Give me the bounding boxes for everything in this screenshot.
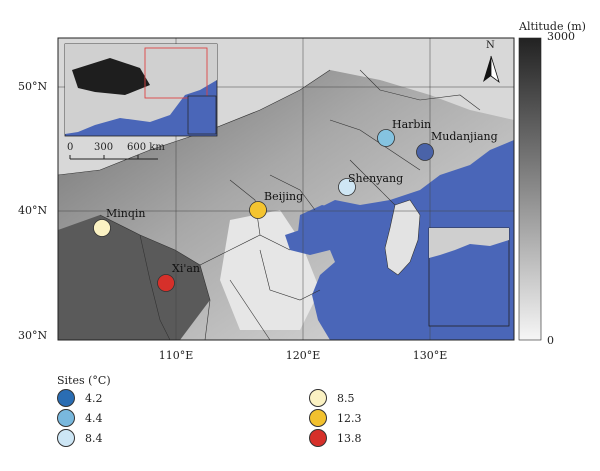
city-marker-shenyang [338,178,356,196]
legend-dot-icon [309,429,327,447]
legend-item-4: 8.5 [309,389,355,407]
inset-overview [64,43,218,137]
city-marker-minqin [93,219,111,237]
legend-label: 12.3 [337,411,362,425]
scale-label-0: 0 [67,142,74,153]
korea [384,199,421,276]
scale-label-300: 300 [94,142,114,153]
legend-dot-icon [57,409,75,427]
legend-item-5: 12.3 [309,409,362,427]
altitude-legend-title: Altitude (m) [519,20,586,33]
sites-legend-title: Sites (°C) [57,374,111,387]
lat-tick-30: 30°N [18,329,48,342]
inset-south-sea [428,227,510,327]
legend-item-1: 4.2 [57,389,103,407]
legend-dot-icon [57,389,75,407]
city-label-beijing: Beijing [264,190,304,203]
lon-tick-120: 120°E [285,349,321,362]
lat-tick-50: 50°N [18,80,48,93]
bohai [298,205,350,240]
altitude-max-label: 3000 [547,30,575,43]
city-marker-xian [157,274,175,292]
legend-item-2: 4.4 [57,409,103,427]
altitude-colorbar [518,37,542,341]
lat-tick-40: 40°N [18,204,48,217]
legend-label: 8.5 [337,391,355,405]
scale-label-600: 600 km [127,142,165,153]
city-marker-beijing [249,201,267,219]
city-label-xian: Xi'an [172,262,201,275]
city-label-mudanjiang: Mudanjiang [431,130,498,143]
city-marker-mudanjiang [416,143,434,161]
legend-label: 4.4 [85,411,103,425]
legend-item-6: 13.8 [309,429,362,447]
legend-label: 8.4 [85,431,103,445]
north-arrow-icon [483,55,500,84]
city-label-harbin: Harbin [392,118,432,131]
land-west-mountains [58,215,210,340]
altitude-min-label: 0 [547,334,554,347]
legend-dot-icon [57,429,75,447]
lon-tick-130: 130°E [412,349,448,362]
legend-label: 4.2 [85,391,103,405]
legend-label: 13.8 [337,431,362,445]
scale-bar [69,155,158,160]
north-label: N [486,40,495,51]
legend-dot-icon [309,409,327,427]
lon-tick-110: 110°E [158,349,194,362]
legend-item-3: 8.4 [57,429,103,447]
map-frame [57,37,515,341]
legend-dot-icon [309,389,327,407]
city-marker-harbin [377,129,395,147]
city-label-shenyang: Shenyang [348,172,404,185]
city-label-minqin: Minqin [106,207,146,220]
